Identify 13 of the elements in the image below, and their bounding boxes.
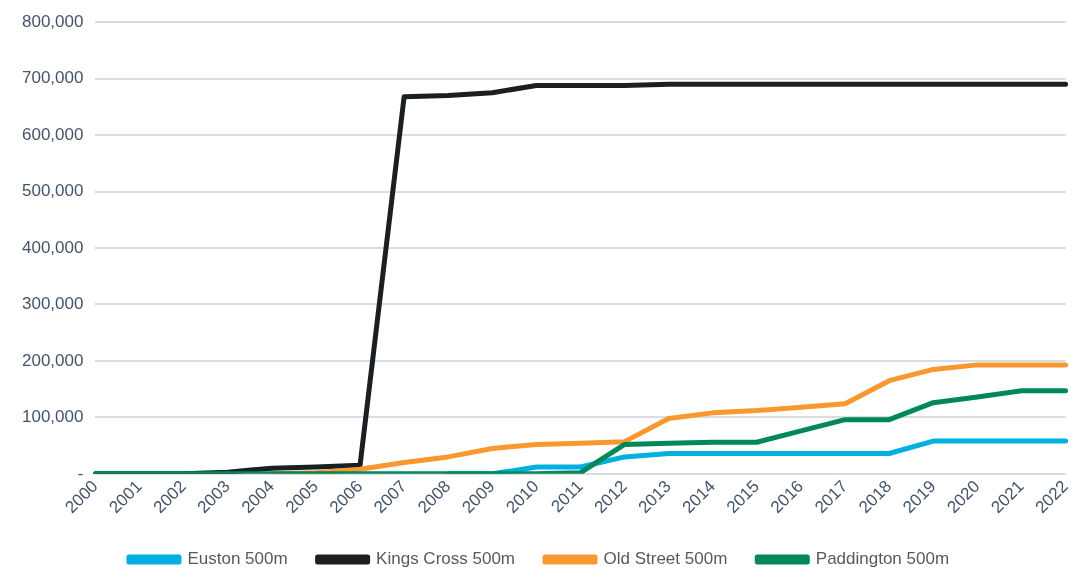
y-tick-label: 700,000 — [22, 68, 84, 88]
y-tick-label: 600,000 — [22, 124, 84, 144]
y-tick-label: 200,000 — [22, 350, 84, 370]
legend-label: Old Street 500m — [603, 549, 728, 569]
legend-label: Euston 500m — [187, 549, 288, 569]
y-tick-label: 100,000 — [22, 407, 84, 427]
y-tick-label: 500,000 — [22, 181, 84, 201]
y-tick-label: 300,000 — [22, 294, 84, 314]
y-tick-label: 400,000 — [22, 237, 84, 257]
y-tick-label: - — [77, 463, 84, 483]
y-tick-label: 800,000 — [22, 11, 84, 31]
legend-label: Paddington 500m — [815, 549, 950, 569]
legend-label: Kings Cross 500m — [376, 549, 516, 569]
